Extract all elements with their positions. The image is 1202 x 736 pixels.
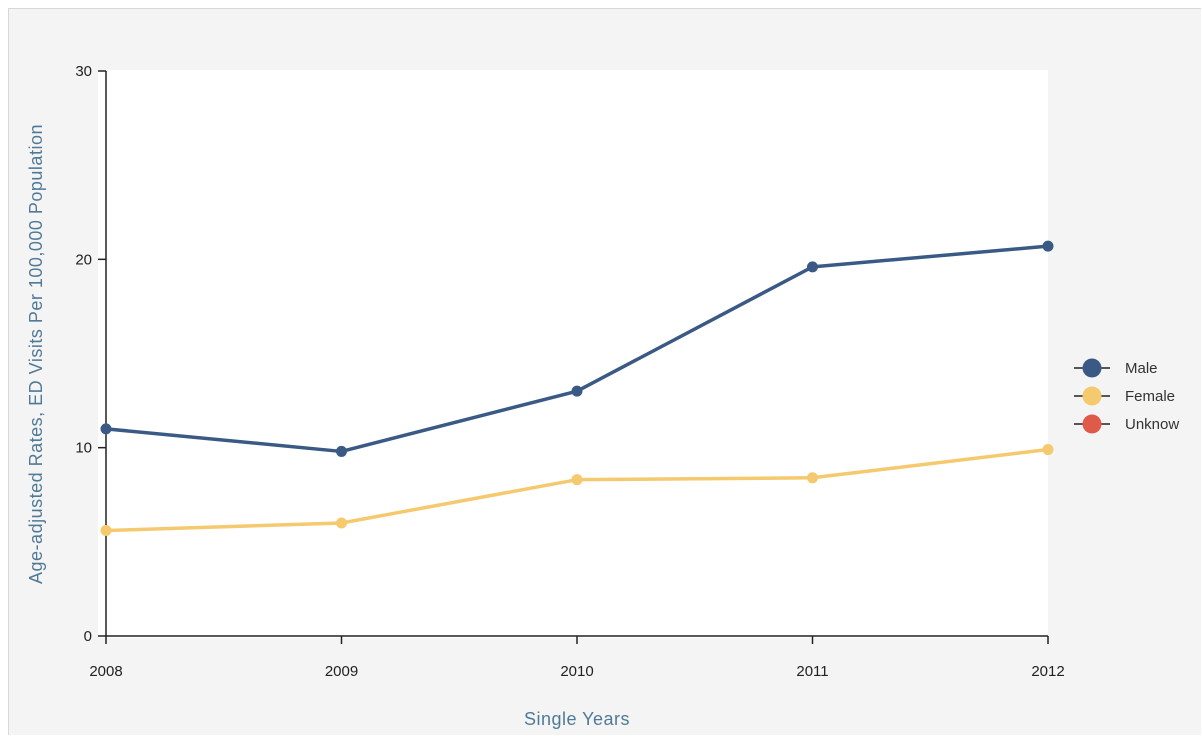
x-tick-label: 2009 bbox=[325, 663, 358, 680]
chart-frame: 0 10 20 30 2008 2009 2010 2011 2012 Male Female Un… bbox=[8, 8, 1201, 735]
series-layer bbox=[100, 240, 1054, 537]
x-axis-title: Single Years bbox=[524, 709, 630, 729]
legend-label-female: Female bbox=[1125, 388, 1175, 405]
data-point-female bbox=[336, 517, 347, 529]
legend-marker-male bbox=[1082, 358, 1102, 378]
axes: 0 10 20 30 2008 2009 2010 2011 2012 bbox=[75, 63, 1064, 680]
data-point-male bbox=[571, 385, 583, 397]
x-tick-label: 2012 bbox=[1031, 663, 1064, 680]
data-point-female bbox=[1042, 444, 1054, 456]
y-tick-label: 20 bbox=[75, 251, 92, 268]
data-point-female bbox=[807, 472, 818, 484]
legend-label-male: Male bbox=[1125, 360, 1158, 377]
legend-label-unknow: Unknow bbox=[1125, 416, 1179, 433]
data-point-male bbox=[100, 423, 112, 435]
y-tick-label: 0 bbox=[84, 628, 92, 645]
data-point-female bbox=[571, 474, 583, 486]
legend: Male Female Unknow bbox=[1074, 358, 1179, 434]
data-point-male bbox=[807, 261, 818, 273]
y-axis-title: Age-adjusted Rates, ED Visits Per 100,00… bbox=[26, 124, 46, 584]
legend-marker-unknow bbox=[1082, 414, 1102, 434]
line-chart: 0 10 20 30 2008 2009 2010 2011 2012 Male Female Un… bbox=[26, 63, 1179, 729]
legend-marker-female bbox=[1082, 386, 1102, 406]
data-point-female bbox=[100, 525, 112, 537]
data-point-male bbox=[336, 445, 347, 457]
plot-area-background bbox=[98, 70, 1048, 638]
x-tick-label: 2008 bbox=[89, 663, 122, 680]
y-tick-label: 10 bbox=[75, 440, 92, 457]
x-tick-label: 2010 bbox=[560, 663, 593, 680]
y-tick-label: 30 bbox=[75, 63, 92, 80]
x-tick-label: 2011 bbox=[796, 663, 828, 680]
data-point-male bbox=[1042, 240, 1054, 252]
